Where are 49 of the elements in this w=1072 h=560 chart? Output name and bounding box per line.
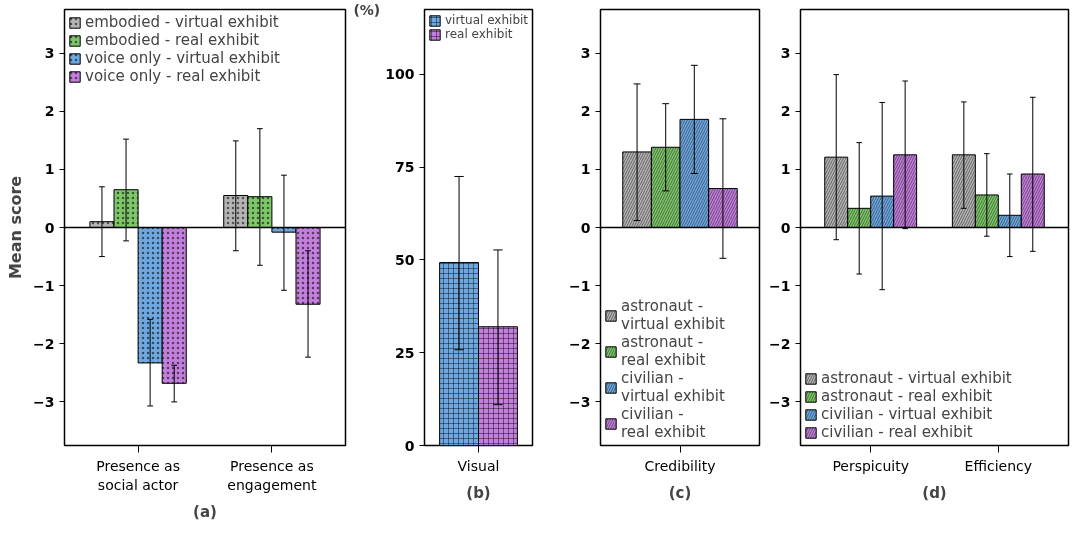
- y-tick-label: 3: [580, 45, 591, 62]
- y-tick-label: −3: [33, 393, 55, 410]
- x-tick-label: Perspicuity: [832, 457, 910, 474]
- legend-label: civilian - virtual exhibit: [821, 405, 993, 423]
- x-tick-label: Visual: [457, 457, 500, 474]
- legend-label: virtual exhibit: [445, 13, 529, 27]
- y-tick-label: −2: [769, 335, 791, 352]
- x-tick-label: Efficiency: [964, 457, 1033, 474]
- y-tick-label: −2: [569, 335, 591, 352]
- y-tick-label: 1: [580, 161, 591, 178]
- legend-label: voice only - virtual exhibit: [85, 49, 280, 67]
- y-tick-label: 0: [404, 437, 415, 454]
- y-tick-label: 2: [580, 103, 591, 120]
- text: (c): [668, 483, 692, 502]
- legend-label: civilian - real exhibit: [821, 423, 973, 441]
- y-tick-label: 75: [395, 159, 415, 176]
- text: (d): [922, 483, 947, 502]
- y-axis-title: (%): [353, 1, 381, 18]
- legend-label: embodied - virtual exhibit: [85, 13, 279, 31]
- y-tick-label: −2: [33, 335, 55, 352]
- legend-label: real exhibit: [445, 27, 513, 41]
- text: (a): [193, 502, 217, 521]
- legend-label: embodied - real exhibit: [85, 31, 260, 49]
- legend-label: voice only - real exhibit: [85, 67, 261, 85]
- x-tick-label: Credibility: [644, 457, 716, 474]
- y-tick-label: −1: [569, 277, 591, 294]
- y-tick-label: 3: [44, 45, 55, 62]
- y-tick-label: 0: [580, 219, 591, 236]
- y-tick-label: 1: [44, 161, 55, 178]
- legend-label: astronaut - real exhibit: [821, 387, 993, 405]
- y-tick-label: −3: [769, 393, 791, 410]
- y-axis-title: Mean score: [6, 175, 26, 280]
- x-tick-label: Presence as engagement: [227, 457, 317, 493]
- text: (b): [466, 483, 491, 502]
- y-tick-label: 2: [44, 103, 55, 120]
- y-tick-label: 0: [44, 219, 55, 236]
- y-tick-label: 25: [395, 344, 415, 361]
- legend-label: astronaut - virtual exhibit: [821, 369, 1012, 387]
- y-tick-label: 100: [385, 66, 415, 83]
- y-tick-label: −1: [769, 277, 791, 294]
- y-tick-label: 1: [780, 161, 791, 178]
- y-tick-label: −1: [33, 277, 55, 294]
- legend-label: civilian - real exhibit: [621, 405, 706, 441]
- x-tick-label: Presence as social actor: [96, 457, 180, 493]
- y-tick-label: 3: [780, 45, 791, 62]
- y-tick-label: 50: [395, 251, 415, 268]
- y-tick-label: −3: [569, 393, 591, 410]
- y-tick-label: 0: [780, 219, 791, 236]
- y-tick-label: 2: [780, 103, 791, 120]
